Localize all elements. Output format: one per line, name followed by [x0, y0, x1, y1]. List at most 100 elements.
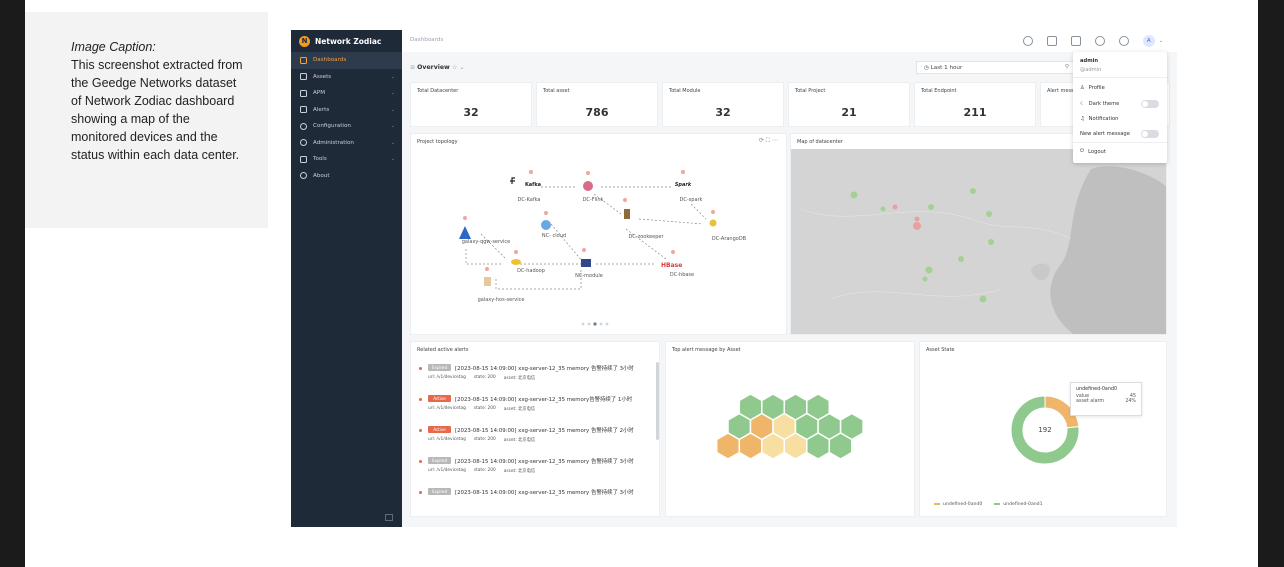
map-canvas[interactable]	[791, 149, 1166, 334]
sidebar-item-label: Dashboards	[313, 57, 347, 64]
hex-cell[interactable]	[715, 432, 741, 460]
menu-icon: ≡	[410, 64, 418, 71]
asset-state-donut: 192	[1010, 395, 1080, 465]
datacenter-map-panel: Map of datacenter	[790, 133, 1167, 335]
topology-node-label: DC-Flink	[583, 197, 604, 203]
sidebar-item-assets[interactable]: Assets ⌄	[291, 69, 402, 86]
moon-icon: ☾	[1080, 101, 1085, 107]
alert-url: url: /v1/devicetag	[428, 375, 466, 380]
cloud-icon	[541, 220, 551, 230]
hex-cell[interactable]	[828, 432, 853, 460]
globe-icon[interactable]	[1118, 36, 1129, 46]
sidebar-item-about[interactable]: About	[291, 168, 402, 185]
menu-item-logout[interactable]: ⏻ Logout	[1080, 148, 1106, 155]
status-badge: Expired	[428, 457, 451, 464]
alert-asset: asset: 北京电信	[503, 376, 536, 381]
dark-theme-toggle[interactable]	[1141, 100, 1159, 108]
configuration-icon	[300, 122, 307, 130]
brand[interactable]: N Network Zodiac	[291, 30, 402, 52]
flink-icon	[583, 181, 593, 191]
alert-url: url: /v1/devicetag	[428, 406, 466, 411]
project-topology-panel: Project topology ⟳ ⛶ ⋯	[410, 133, 787, 335]
sidebar-item-label: APM	[313, 90, 326, 97]
menu-item-profile[interactable]: ♙ Profile	[1080, 85, 1105, 91]
hex-cell[interactable]	[783, 432, 808, 460]
time-range-select[interactable]: ◷ Last 1 hour ⚲	[916, 61, 1076, 74]
alert-dot	[419, 429, 422, 432]
topology-node-label: NC- cloud	[542, 233, 566, 239]
sidebar-item-label: Assets	[313, 73, 332, 80]
tooltip-title: undefined-0and0	[1076, 387, 1117, 392]
breadcrumb[interactable]: Dashboards	[410, 37, 444, 43]
sidebar-item-tools[interactable]: Tools ⌄	[291, 151, 402, 168]
spark-logo: Spark	[675, 182, 692, 188]
main-content: Dashboards A ⌄ ≡ Overview ☆ ⌄ ◷ Last 1 h…	[402, 30, 1177, 527]
scrollbar[interactable]	[656, 362, 659, 440]
chevron-down-icon: ⌄	[390, 73, 395, 80]
menu-item-dark-theme[interactable]: ☾ Dark theme	[1080, 101, 1160, 107]
tooltip-label: asset alarm	[1076, 399, 1105, 404]
zookeeper-icon	[624, 209, 630, 219]
alert-dot	[419, 367, 422, 370]
sidebar-item-apm[interactable]: APM ⌄	[291, 85, 402, 102]
menu-item-new-alert-message[interactable]: New alert message	[1080, 131, 1130, 137]
chevron-down-icon[interactable]: ⌄	[1158, 38, 1163, 44]
stat-label: Total Datacenter	[417, 88, 459, 94]
related-alerts-panel: Related active alerts Expired [2023-08-1…	[410, 341, 660, 517]
stat-card-project[interactable]: Total Project 21	[788, 82, 910, 127]
hex-cell[interactable]	[761, 432, 786, 460]
stat-label: Total Project	[795, 88, 826, 94]
avatar[interactable]: A	[1142, 35, 1155, 47]
stat-value: 211	[963, 106, 987, 119]
dashboard-app: N Network Zodiac Dashboards Assets ⌄ APM…	[291, 30, 1177, 527]
sidebar-item-administration[interactable]: Administration ⌄	[291, 135, 402, 152]
stat-label: Total asset	[543, 88, 570, 94]
table-icon[interactable]	[1070, 36, 1081, 46]
panel-title: Map of datacenter	[797, 139, 843, 145]
tooltip-row: value 45	[1076, 394, 1136, 399]
menu-item-notification[interactable]: ♫ Notification	[1080, 116, 1118, 122]
stat-value: 786	[585, 106, 609, 119]
user-handle: @admin	[1080, 67, 1102, 73]
stat-card-module[interactable]: Total Module 32	[662, 82, 784, 127]
alert-state: state: 200	[473, 437, 496, 442]
topology-node-label: DC-ArangoDB	[712, 236, 747, 242]
alert-dot	[419, 491, 422, 494]
search-icon[interactable]	[1022, 36, 1033, 46]
stat-card-endpoint[interactable]: Total Endpoint 211	[914, 82, 1036, 127]
module-icon	[581, 259, 591, 267]
arangodb-icon	[709, 219, 717, 227]
alert-dot	[419, 398, 422, 401]
stat-card-asset[interactable]: Total asset 786	[536, 82, 658, 127]
user-menu: admin @admin ♙ Profile ☾ Dark theme ♫ Notif…	[1073, 52, 1167, 163]
stat-value: 32	[715, 106, 731, 119]
overview-title[interactable]: ≡ Overview ☆ ⌄	[410, 64, 465, 71]
sidebar-item-dashboards[interactable]: Dashboards	[291, 52, 402, 69]
tools-icon	[300, 155, 307, 163]
refresh-icon[interactable]: ⟳ ⛶ ⋯	[758, 137, 778, 144]
location-icon[interactable]	[1094, 36, 1105, 46]
panel-title: Top alert message by Asset	[672, 347, 741, 353]
brand-name: Network Zodiac	[315, 36, 382, 46]
stat-value: 32	[463, 106, 479, 119]
donut-slice-undefined-0and1[interactable]	[1010, 395, 1080, 465]
hex-cell[interactable]	[806, 432, 831, 460]
sidebar-item-configuration[interactable]: Configuration ⌄	[291, 118, 402, 135]
legend-item[interactable]: undefined-0and0	[934, 502, 982, 507]
new-window-icon[interactable]	[1046, 36, 1057, 46]
overview-title-text: Overview	[417, 64, 450, 71]
stat-value: 21	[841, 106, 857, 119]
stat-card-datacenter[interactable]: Total Datacenter 32	[410, 82, 532, 127]
alert-url: url: /v1/devicetag	[428, 437, 466, 442]
legend-item[interactable]: undefined-0and1	[994, 502, 1043, 507]
sidebar-item-alerts[interactable]: Alerts ⌄	[291, 102, 402, 119]
new-alert-toggle[interactable]	[1141, 130, 1159, 138]
panel-title: Asset State	[926, 347, 955, 353]
alert-asset: asset: 北京电信	[503, 469, 536, 474]
star-icon[interactable]: ☆ ⌄	[451, 64, 465, 71]
map-graphic	[800, 166, 1166, 334]
panel-title: Related active alerts	[417, 347, 469, 353]
stat-label: Alert messa	[1047, 88, 1077, 94]
collapse-sidebar-icon[interactable]	[385, 514, 393, 521]
hex-cell[interactable]	[738, 432, 763, 460]
